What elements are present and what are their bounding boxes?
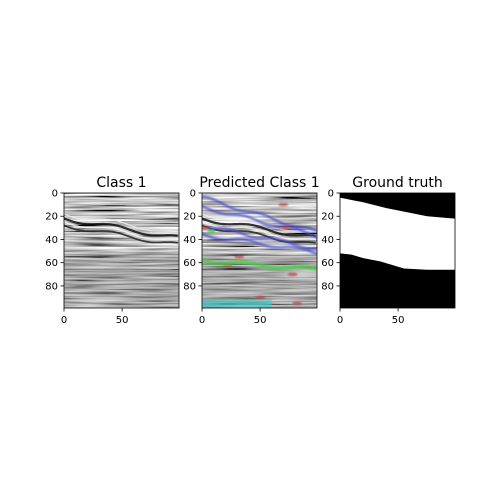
- y-tick-label: 60: [45, 258, 58, 269]
- class-blob-red: [280, 226, 291, 230]
- image-area: [64, 193, 179, 308]
- class-blob-red: [234, 255, 245, 259]
- y-tick-label: 0: [52, 189, 58, 200]
- x-tick-label: 0: [61, 315, 67, 326]
- reflector-line: [64, 221, 178, 241]
- chart-title: Ground truth: [352, 175, 442, 191]
- x-tick-label: 0: [199, 315, 205, 326]
- x-tick-label: 50: [254, 315, 267, 326]
- y-tick-label: 80: [183, 281, 196, 292]
- chart-title: Class 1: [96, 175, 146, 191]
- class-blob-red: [255, 295, 266, 300]
- y-tick-label: 60: [183, 258, 196, 269]
- y-tick-label: 80: [45, 281, 58, 292]
- panel-class-1: Class 1 0 50 0 20 40 60 80: [45, 175, 180, 326]
- reflector-line: [64, 224, 178, 244]
- class-streak-blue: [202, 226, 317, 251]
- reflector-line: [64, 217, 178, 237]
- image-area: [202, 193, 317, 308]
- class-streak-blue: [202, 204, 317, 239]
- axes-frame: [201, 192, 318, 309]
- y-tick-label: 0: [328, 189, 334, 200]
- y-tick-label: 20: [321, 212, 334, 223]
- y-tick-label: 0: [190, 189, 196, 200]
- y-tick-label: 40: [183, 235, 196, 246]
- x-tick-label: 50: [116, 315, 129, 326]
- class-blob-red: [292, 301, 303, 306]
- seismic-texture: [64, 193, 179, 308]
- class-streak-blue: [202, 195, 317, 232]
- y-tick-label: 20: [183, 212, 196, 223]
- y-tick-label: 60: [321, 258, 334, 269]
- class-blob-red: [202, 226, 210, 230]
- reflector-line: [202, 224, 316, 244]
- lower-section-shade: [64, 253, 179, 308]
- mask-region: [340, 197, 455, 270]
- class-region-cyan: [202, 299, 272, 308]
- x-tick-label: 0: [337, 315, 343, 326]
- panel-ground-truth: Ground truth 0 50 0 20 40 60 80: [321, 175, 456, 326]
- class-streak-blue: [202, 232, 317, 255]
- class-blob-red: [287, 272, 298, 277]
- prediction-overlay: [202, 195, 317, 308]
- axes-frame: [339, 192, 456, 309]
- reflector-line: [202, 217, 316, 237]
- y-tick-label: 40: [321, 235, 334, 246]
- class-blob-red: [278, 202, 289, 207]
- chart-title: Predicted Class 1: [199, 175, 319, 191]
- axes-frame: [63, 192, 180, 309]
- reflector-line: [64, 213, 178, 232]
- class-band-green: [202, 258, 317, 272]
- image-area: [340, 193, 455, 308]
- x-tick-label: 50: [392, 315, 405, 326]
- y-tick-label: 20: [45, 212, 58, 223]
- y-tick-label: 40: [45, 235, 58, 246]
- y-tick-label: 80: [321, 281, 334, 292]
- class-blob-green: [207, 229, 216, 234]
